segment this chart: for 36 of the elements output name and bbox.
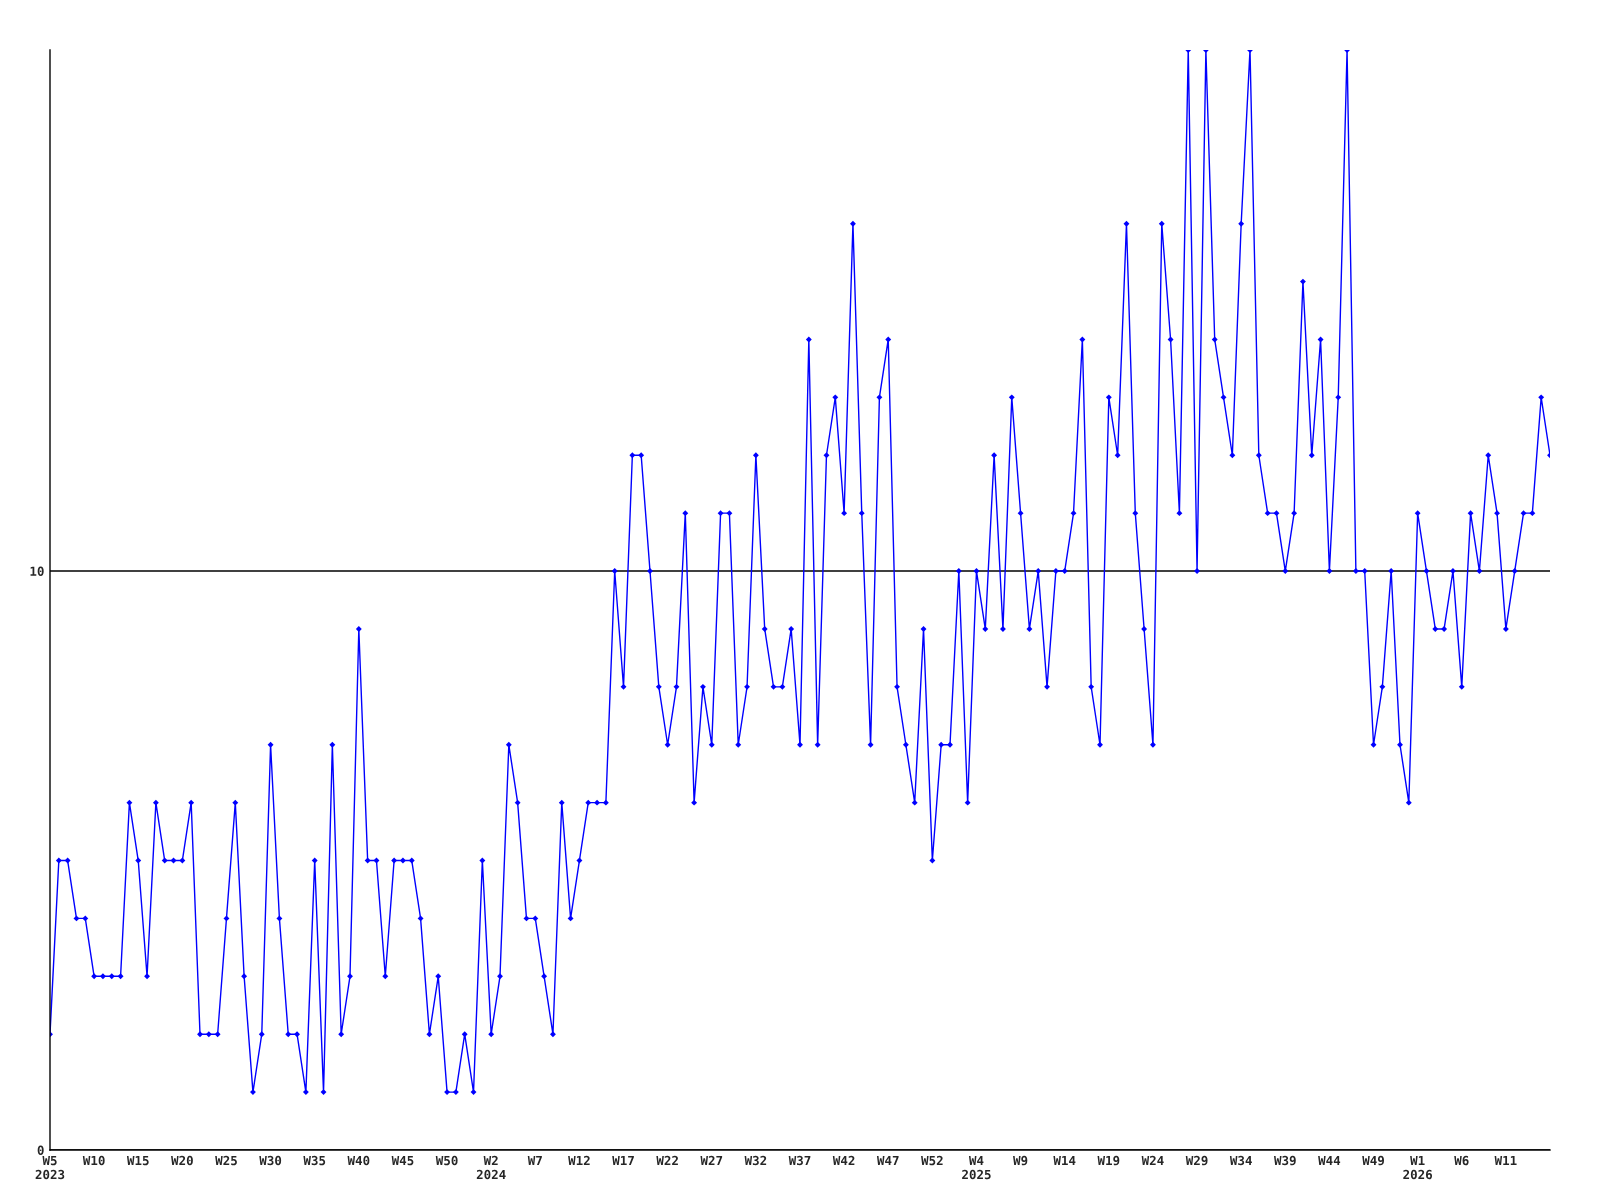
x-tick-label: W17 <box>612 1155 634 1166</box>
x-tick-label: W25 <box>215 1155 237 1166</box>
x-tick-label: W6 <box>1454 1155 1469 1166</box>
x-tick-label: W35 <box>303 1155 326 1166</box>
x-tick-label: W44 <box>1318 1155 1341 1166</box>
x-tick-label: W24 <box>1141 1155 1164 1166</box>
x-tick-label: W10 <box>82 1155 105 1166</box>
x-tick-label: W49 <box>1362 1155 1385 1166</box>
x-tick-label: W42 <box>832 1155 855 1166</box>
x-tick-label: W52 <box>921 1155 943 1166</box>
x-tick-label: W12 <box>568 1155 590 1166</box>
x-tick-label: W34 <box>1229 1155 1252 1166</box>
x-tick-label: W22 <box>656 1155 678 1166</box>
x-tick-label: W45 <box>391 1155 414 1166</box>
x-tick-label: W15 <box>126 1155 149 1166</box>
x-tick-label: W39 <box>1274 1155 1296 1166</box>
x-tick-label: W29 <box>1185 1155 1208 1166</box>
y-tick-label: 10 <box>30 566 44 576</box>
x-tick-label: W40 <box>347 1155 370 1166</box>
x-tick-label: W4 2025 <box>962 1155 991 1180</box>
x-tick-label: W20 <box>171 1155 193 1166</box>
x-tick-label: W47 <box>876 1155 899 1166</box>
x-tick-label: W9 <box>1013 1155 1028 1166</box>
x-tick-label: W5 2023 <box>35 1155 65 1180</box>
x-tick-label: W11 <box>1494 1155 1517 1166</box>
x-tick-label: W14 <box>1053 1155 1076 1166</box>
x-tick-label: W50 <box>435 1155 458 1166</box>
x-tick-label: W2 2024 <box>476 1155 506 1180</box>
x-tick-label: W30 <box>259 1155 282 1166</box>
y-tick-label: 0 <box>37 1145 44 1155</box>
x-tick-label: W37 <box>788 1155 811 1166</box>
x-tick-label: W19 <box>1097 1155 1120 1166</box>
x-tick-label: W27 <box>700 1155 723 1166</box>
x-tick-label: W1 2026 <box>1403 1155 1433 1180</box>
x-tick-label: W32 <box>744 1155 767 1166</box>
x-tick-label: W7 <box>527 1155 542 1166</box>
